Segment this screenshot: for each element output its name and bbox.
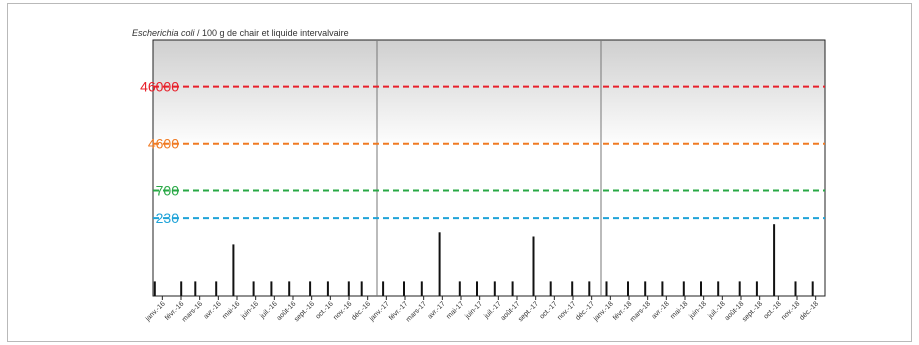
bar (153, 281, 156, 296)
bar (288, 281, 291, 296)
x-tick-label: nov.-16 (332, 300, 353, 321)
bar (382, 281, 385, 296)
threshold-label: 46000 (140, 79, 179, 95)
x-tick-label: mai-17 (445, 300, 465, 320)
bar (438, 232, 441, 296)
bar (549, 281, 552, 296)
x-tick-label: avr.-18 (651, 300, 671, 320)
bar (661, 281, 664, 296)
bar (700, 281, 702, 296)
bar (194, 281, 197, 296)
threshold-label: 700 (156, 182, 180, 198)
bar (738, 281, 741, 296)
bar (309, 281, 312, 296)
bar (773, 224, 776, 296)
year-separators (376, 40, 602, 296)
x-tick-label: juin-18 (688, 300, 709, 321)
bar (347, 281, 350, 296)
bar (458, 281, 461, 296)
x-tick-label: sept.-17 (517, 300, 540, 323)
bar (717, 281, 720, 296)
x-tick-label: juin-17 (464, 300, 485, 321)
bar (588, 281, 591, 296)
x-tick-label: mars-17 (405, 300, 428, 323)
bar (270, 281, 273, 296)
chart-title-text: / 100 g de chair et liquide intervalvair… (194, 28, 349, 38)
bar (180, 281, 183, 296)
x-tick-label: sept.-16 (293, 300, 316, 323)
bar (755, 281, 758, 296)
bar (420, 281, 423, 296)
x-tick-label: oct.-16 (315, 300, 335, 320)
plot-area (152, 39, 826, 297)
x-tick-label: nov.-18 (780, 300, 801, 321)
bar (232, 244, 235, 296)
bar (605, 281, 608, 296)
x-tick-label: avr.-17 (427, 300, 447, 320)
x-tick-label: oct.-18 (763, 300, 783, 320)
bar (403, 281, 405, 296)
bar (476, 281, 478, 296)
bar (511, 281, 514, 296)
bar (360, 281, 363, 296)
x-tick-label: nov.-17 (556, 300, 577, 321)
bars (153, 224, 814, 296)
x-tick-label: mai-16 (221, 300, 241, 320)
bar (682, 281, 685, 296)
bar (811, 281, 814, 296)
x-tick-label: juin-16 (240, 300, 261, 321)
bar (493, 281, 496, 296)
bar (627, 281, 629, 296)
x-ticks (161, 296, 817, 300)
bar (215, 281, 218, 296)
bar (571, 281, 574, 296)
x-tick-label: déc.-18 (799, 300, 821, 322)
x-tick-label: janv.-17 (368, 300, 391, 323)
x-tick-label: avr.-16 (203, 300, 223, 320)
threshold-label: 230 (156, 210, 180, 226)
x-tick-label: oct.-17 (539, 300, 559, 320)
x-tick-labels: janv.-16févr.-16mars-16avr.-16mai-16juin… (144, 300, 820, 323)
bar (644, 281, 647, 296)
x-tick-label: janv.-18 (592, 300, 615, 323)
bar (252, 281, 255, 296)
bar (794, 281, 797, 296)
bar (326, 281, 329, 296)
chart-title: Escherichia coli / 100 g de chair et liq… (132, 28, 349, 38)
threshold-label: 4600 (148, 136, 179, 152)
x-tick-label: mars-18 (629, 300, 652, 323)
x-tick-label: sept.-18 (741, 300, 764, 323)
x-tick-label: mai-18 (669, 300, 689, 320)
threshold-lines: 46000 4600 700 230 (140, 79, 825, 226)
bar (532, 236, 535, 296)
chart-title-species: Escherichia coli (132, 28, 195, 38)
x-tick-label: mars-16 (181, 300, 204, 323)
x-tick-label: janv.-16 (144, 300, 167, 323)
